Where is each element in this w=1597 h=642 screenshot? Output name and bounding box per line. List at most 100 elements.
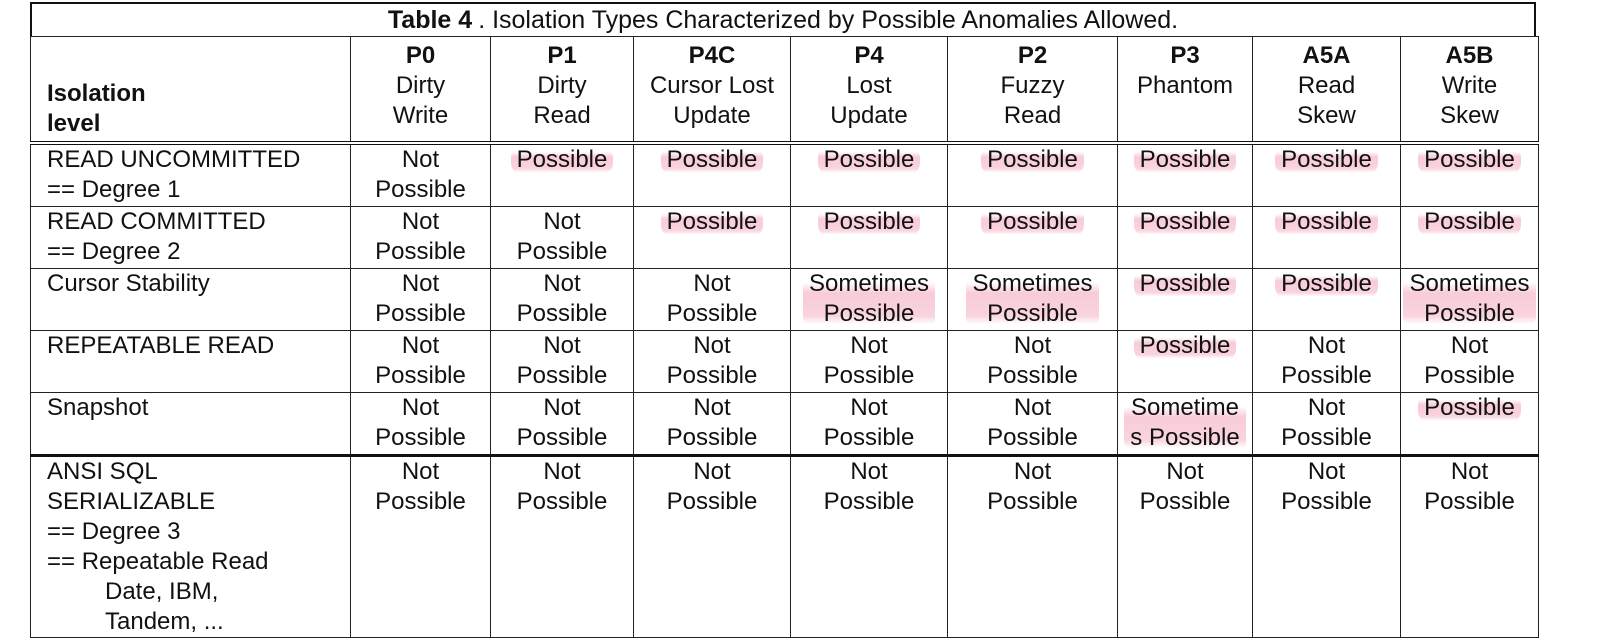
anomaly-cell: Possible — [1117, 206, 1253, 269]
table-body: READ UNCOMMITTED == Degree 1 Not Possible Po… — [30, 142, 1539, 638]
cell-value-line1: Not — [1450, 332, 1489, 359]
table-caption: Table 4. Isolation Types Characterized b… — [30, 2, 1536, 36]
cell-value-line1: Not — [401, 208, 440, 235]
cell-value-line1: Not — [543, 270, 581, 297]
anomaly-cell: Possible — [1400, 206, 1539, 269]
highlight-mark: Possible — [1418, 207, 1521, 237]
cell-value-line1: Sometime — [1130, 394, 1240, 421]
cell-value-line2: Possible — [666, 300, 758, 327]
isolation-level-label-line: SERIALIZABLE — [47, 488, 216, 515]
cell-value-line1: Not — [850, 394, 888, 421]
anomaly-cell: Not Possible — [790, 454, 948, 638]
cell-value-line2: Possible — [375, 362, 466, 389]
cell-value-line1: Possible — [516, 146, 608, 173]
cell-value-line2: Possible — [1424, 300, 1515, 327]
anomaly-cell: Sometime s Possible — [1117, 392, 1253, 456]
anomaly-cell: Not Possible — [947, 330, 1118, 393]
highlight-mark: Sometime s Possible — [1124, 393, 1246, 453]
cell-value: Not Possible — [791, 393, 947, 453]
anomaly-cell: Not Possible — [1252, 454, 1401, 638]
anomaly-cell: Possible — [947, 206, 1118, 269]
cell-value: Not Possible — [634, 393, 790, 453]
column-name-line1: Lost — [846, 72, 892, 99]
cell-value-line2: Possible — [516, 238, 608, 265]
anomaly-cell: Not Possible — [1117, 454, 1253, 638]
cell-value-line1: Not — [401, 270, 440, 297]
isolation-level-label: Cursor Stability — [30, 268, 351, 331]
table-row: Snapshot Not Possible Not Possible Not Possibl… — [30, 392, 1539, 456]
highlight-mark: Possible — [660, 207, 764, 237]
column-name-line1: Write — [1441, 72, 1498, 99]
cell-value-line1: Not — [1307, 394, 1346, 421]
anomaly-cell: Not Possible — [790, 330, 948, 393]
table-row: Cursor Stability Not Possible Not Possible No… — [30, 268, 1539, 331]
cell-value-line2: s Possible — [1130, 424, 1240, 451]
highlight-mark: Possible — [981, 145, 1084, 175]
column-name-line2: Update — [830, 102, 908, 129]
highlight-mark: Possible — [817, 145, 921, 175]
cell-value-line1: Possible — [1424, 146, 1515, 173]
column-header: P4C Cursor Lost Update — [633, 36, 791, 145]
cell-value-line2: Possible — [375, 176, 466, 203]
cell-value-line1: Possible — [1139, 208, 1231, 235]
cell-value-line1: Not — [1307, 458, 1346, 485]
anomaly-cell: Not Possible — [947, 454, 1118, 638]
isolation-level-label: Snapshot — [30, 392, 351, 456]
cell-value-line1: Not — [693, 270, 731, 297]
cell-value: Not Possible — [791, 331, 947, 391]
cell-value: Not Possible — [948, 331, 1117, 391]
cell-value-line2: Possible — [1424, 488, 1515, 515]
anomaly-cell: Sometimes Possible — [947, 268, 1118, 331]
highlight-mark: Sometimes Possible — [966, 269, 1099, 329]
cell-value-line1: Not — [543, 332, 581, 359]
cell-value-line2: Possible — [516, 424, 608, 451]
cell-value-line2: Possible — [823, 488, 915, 515]
isolation-level-label-line: == Degree 3 — [47, 518, 181, 545]
caption-label: Table 4 — [387, 5, 473, 34]
cell-value: Not Possible — [491, 393, 633, 453]
cell-value: Not Possible — [351, 269, 490, 329]
cell-value-line2: Possible — [987, 300, 1078, 327]
isolation-level-label: REPEATABLE READ — [30, 330, 351, 393]
table-row: READ COMMITTED == Degree 2 Not Possible Not P… — [30, 206, 1539, 269]
cell-value-line2: Possible — [823, 424, 915, 451]
cell-value-line2: Possible — [666, 362, 758, 389]
isolation-level-label: READ UNCOMMITTED == Degree 1 — [30, 142, 351, 207]
cell-value-line1: Not — [401, 394, 440, 421]
column-name-line1: Cursor Lost — [649, 72, 775, 99]
cell-value-line1: Not — [401, 332, 440, 359]
anomaly-cell: Possible — [790, 142, 948, 207]
cell-value: Not Possible — [948, 393, 1117, 453]
anomaly-cell: Possible — [633, 206, 791, 269]
column-name-line1: Read — [1297, 72, 1356, 99]
cell-value-line1: Possible — [987, 208, 1078, 235]
column-name-line2: Read — [533, 102, 591, 129]
isolation-table: Isolation level P0 Dirty Write P1 Dirty Read… — [30, 36, 1539, 638]
cell-value-line2: Possible — [1139, 488, 1231, 515]
isolation-level-label: ANSI SQL SERIALIZABLE == Degree 3 == Repeat… — [30, 454, 351, 638]
cell-value-line2: Possible — [666, 424, 758, 451]
cell-value-line1: Sometimes — [972, 270, 1093, 297]
cell-value-line1: Possible — [823, 146, 915, 173]
cell-value-line1: Not — [693, 458, 731, 485]
column-header: P0 Dirty Write — [350, 36, 491, 145]
cell-value: Not Possible — [1253, 331, 1400, 391]
table-container: Table 4. Isolation Types Characterized b… — [30, 2, 1539, 642]
column-name-line2: Update — [673, 102, 751, 129]
cell-value: Not Possible — [1401, 457, 1538, 517]
anomaly-cell: Possible — [790, 206, 948, 269]
cell-value-line2: Possible — [1281, 362, 1372, 389]
cell-value-line1: Not — [401, 146, 440, 173]
anomaly-cell: Sometimes Possible — [790, 268, 948, 331]
cell-value-line1: Not — [850, 458, 888, 485]
cell-value-line1: Not — [693, 394, 731, 421]
highlight-mark: Possible — [1133, 145, 1237, 175]
isolation-header-line1: Isolation — [47, 80, 146, 107]
cell-value: Not Possible — [351, 393, 490, 453]
cell-value-line2: Possible — [375, 424, 466, 451]
highlight-mark: Possible — [981, 207, 1084, 237]
cell-value: Not Possible — [351, 331, 490, 391]
column-header: P4 Lost Update — [790, 36, 948, 145]
cell-value-line1: Possible — [1424, 394, 1515, 421]
isolation-level-header: Isolation level — [30, 36, 351, 145]
